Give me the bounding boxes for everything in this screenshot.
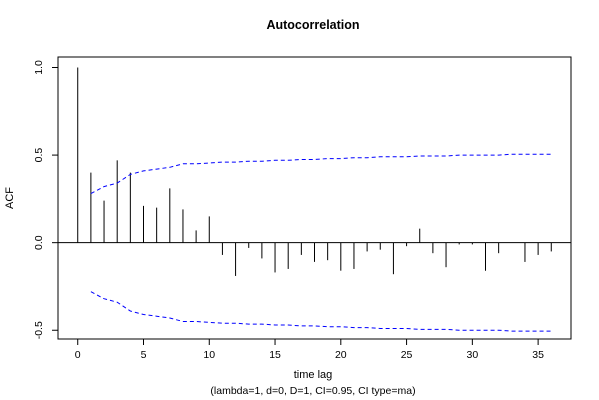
x-tick-label: 20 bbox=[335, 349, 347, 361]
x-axis-label: time lag bbox=[294, 369, 333, 381]
y-tick-label: 1.0 bbox=[33, 60, 45, 75]
y-axis-label: ACF bbox=[4, 187, 16, 209]
y-tick-label: 0.5 bbox=[33, 148, 45, 163]
ci-lower-line bbox=[90, 291, 552, 332]
x-tick-label: 30 bbox=[467, 349, 479, 361]
x-axis-subtitle: (lambda=1, d=0, D=1, CI=0.95, CI type=ma… bbox=[210, 385, 415, 397]
x-tick-label: 35 bbox=[532, 349, 544, 361]
x-axis: 0 5 10 15 20 25 30 35 bbox=[75, 339, 544, 361]
acf-spikes bbox=[77, 67, 552, 276]
chart-title: Autocorrelation bbox=[266, 18, 359, 32]
x-tick-label: 5 bbox=[141, 349, 147, 361]
plot-frame bbox=[57, 56, 572, 340]
x-tick-label: 25 bbox=[401, 349, 413, 361]
y-tick-label: -0.5 bbox=[33, 321, 45, 339]
x-tick-label: 0 bbox=[75, 349, 81, 361]
x-tick-label: 15 bbox=[269, 349, 281, 361]
y-tick-label: 0.0 bbox=[33, 235, 45, 250]
y-axis: -0.5 0.0 0.5 1.0 bbox=[33, 60, 58, 339]
ci-upper-line bbox=[90, 153, 552, 195]
x-tick-label: 10 bbox=[203, 349, 215, 361]
